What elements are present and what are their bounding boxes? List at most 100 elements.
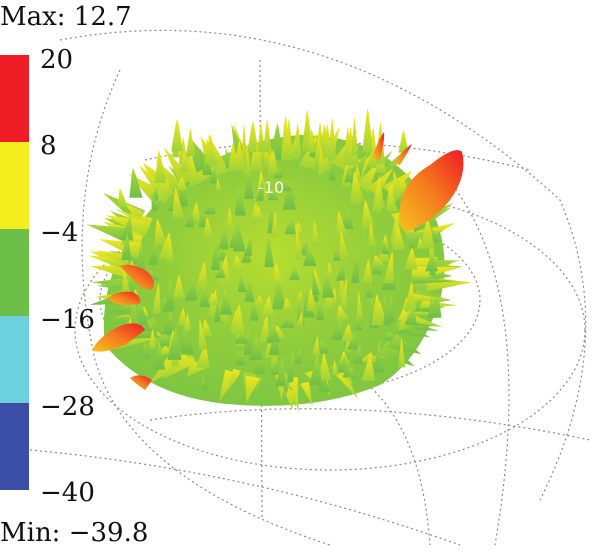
pattern-bump [256,178,264,201]
pattern-bump [368,222,376,246]
pattern-bump [244,279,255,302]
pattern-bump [381,239,390,255]
pattern-crown-spike [281,123,292,160]
pattern-bump [260,296,275,317]
pattern-bump [329,159,337,181]
colorbar-tick-label: −28 [40,392,95,422]
pattern-bump [252,205,264,222]
pattern-bump [229,227,237,248]
pattern-bump [259,313,270,342]
pattern-bump [306,288,317,312]
pattern-bump [122,267,131,294]
pattern-bump [244,235,252,256]
pattern-bump [391,226,406,250]
pattern-bump [342,360,350,378]
pattern-crown-spike [262,119,272,152]
pattern-bump [315,300,325,321]
pattern-bump [267,323,281,343]
pattern-bump [165,178,173,196]
grid-ring-label: -10 [258,178,284,197]
pattern-spike [138,164,175,204]
pattern-bump [331,319,344,340]
grid-meridian-4 [439,169,510,546]
pattern-bump [322,272,335,298]
pattern-crown-spike [351,117,358,156]
colorbar-tick-label: 20 [40,45,74,75]
pattern-bump [177,308,187,326]
pattern-bump [195,261,208,289]
pattern-crown-spike [171,119,183,152]
pattern-bump [309,355,323,386]
pattern-spike [161,352,197,380]
pattern-crown-spike [323,124,332,158]
pattern-bump [214,266,226,279]
pattern-bump [339,231,349,261]
pattern-spike [300,381,313,406]
pattern-bump [203,217,214,239]
pattern-bump [384,295,391,325]
pattern-crown-spike [247,121,259,153]
pattern-bump [341,210,354,229]
pattern-spike [376,341,415,367]
pattern-bump [203,203,216,215]
colorbar-tick-label: 8 [40,131,57,161]
pattern-bump [326,262,335,278]
pattern-bump [404,281,417,311]
pattern-bump [333,247,341,261]
grid-meridian-6 [149,408,591,441]
pattern-bump [429,293,442,318]
pattern-bump [355,316,363,331]
pattern-crown-spike [343,126,352,165]
pattern-bump [272,279,286,310]
pattern-spike [385,333,422,355]
pattern-bump [148,329,157,349]
pattern-bump [164,282,175,310]
grid-inner-ring [99,204,481,396]
grid-meridian-7 [329,359,431,546]
pattern-bump [244,166,254,199]
pattern-crown-spike [306,129,317,153]
side-lobe-left-3 [120,264,154,290]
pattern-bump [336,261,345,281]
pattern-bump [217,255,231,287]
pattern-spike [357,352,378,363]
pattern-bump [339,278,347,309]
pattern-spike [136,336,162,354]
pattern-bump [362,259,373,283]
pattern-bump [404,247,418,270]
side-lobe-left-2 [108,291,141,305]
pattern-bump [312,220,320,246]
pattern-crown-spike [253,141,264,172]
pattern-bump [398,309,406,330]
pattern-bump [294,347,302,364]
pattern-bump [275,355,286,387]
pattern-bump [232,255,245,272]
pattern-bump [234,187,246,216]
max-label: Max: 12.7 [0,2,132,32]
pattern-bump [172,187,185,219]
pattern-bump [280,315,295,328]
pattern-bump [210,238,221,271]
pattern-bump [154,219,168,246]
pattern-bump [287,349,294,383]
colorbar-band [0,316,29,403]
pattern-bump [420,217,435,249]
pattern-spike [228,368,242,388]
pattern-bump [386,184,398,212]
pattern-bump [273,166,284,178]
pattern-bump [281,298,294,312]
pattern-bump [398,338,406,368]
pattern-bump [361,200,375,229]
pattern-bump [295,228,304,260]
side-lobe-left-1 [92,323,145,352]
pattern-bump [154,150,167,183]
side-lobe-top-2 [394,144,412,165]
pattern-bump [282,181,297,210]
pattern-crown-spike [241,123,248,166]
colorbar-band [0,142,29,229]
pattern-crown-spike [262,142,271,168]
pattern-crown-spike [243,144,252,175]
pattern-crown-spike [398,130,409,153]
pattern-bump [316,341,330,354]
